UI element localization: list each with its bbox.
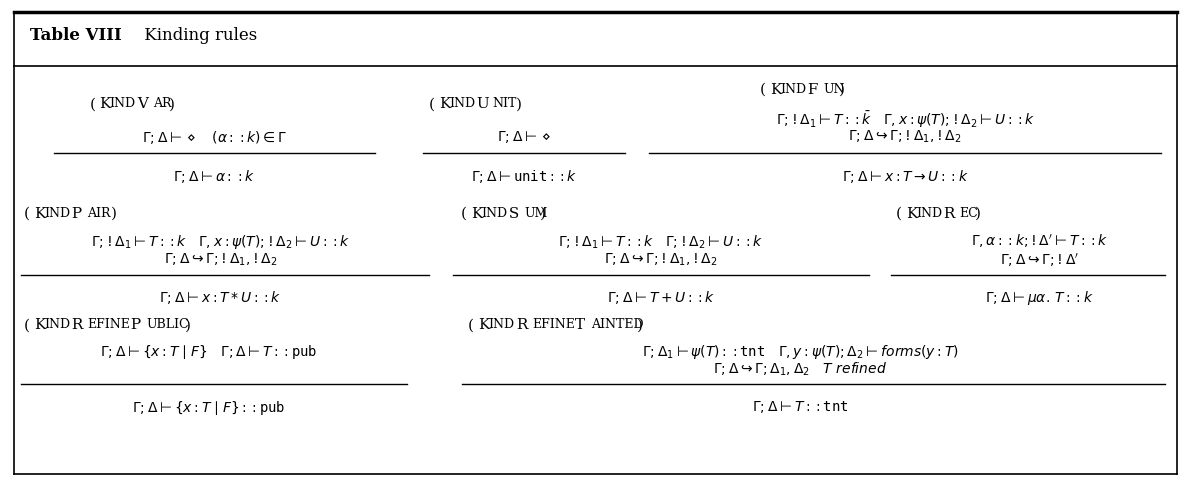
Text: IND: IND bbox=[780, 83, 806, 96]
Text: P: P bbox=[68, 207, 82, 221]
Text: T: T bbox=[570, 318, 586, 332]
Text: IND: IND bbox=[44, 318, 70, 331]
Text: AR: AR bbox=[152, 97, 172, 110]
Text: ): ) bbox=[516, 97, 522, 111]
Text: EFINE: EFINE bbox=[88, 318, 130, 331]
Text: $\Gamma;\Delta \vdash T + U :: k$: $\Gamma;\Delta \vdash T + U :: k$ bbox=[606, 289, 716, 306]
Text: K: K bbox=[33, 207, 45, 221]
Text: NIT: NIT bbox=[493, 97, 517, 110]
Text: $\Gamma;!\Delta_1 \vdash T :: k \quad \Gamma;!\Delta_2 \vdash U :: k$: $\Gamma;!\Delta_1 \vdash T :: k \quad \G… bbox=[559, 233, 763, 251]
Text: $\Gamma;\Delta \vdash \diamond$: $\Gamma;\Delta \vdash \diamond$ bbox=[497, 129, 551, 145]
Text: Table VIII: Table VIII bbox=[30, 27, 121, 44]
Text: $\Gamma, \alpha :: k;!\Delta' \vdash T :: k$: $\Gamma, \alpha :: k;!\Delta' \vdash T :… bbox=[971, 233, 1109, 250]
Text: $\Gamma;\Delta \vdash \mathtt{unit} :: k$: $\Gamma;\Delta \vdash \mathtt{unit} :: k… bbox=[470, 168, 578, 185]
Text: K: K bbox=[472, 207, 482, 221]
Text: $\Gamma;\Delta \vdash x : T * U :: k$: $\Gamma;\Delta \vdash x : T * U :: k$ bbox=[160, 289, 281, 306]
Text: $\Gamma;\Delta \hookrightarrow \Gamma;\Delta_1, \Delta_2 \quad T\ \mathit{refine: $\Gamma;\Delta \hookrightarrow \Gamma;\D… bbox=[713, 361, 887, 378]
Text: UN: UN bbox=[823, 83, 846, 96]
Text: $\Gamma;\Delta \vdash T :: \mathtt{tnt}$: $\Gamma;\Delta \vdash T :: \mathtt{tnt}$ bbox=[753, 399, 848, 415]
Text: ): ) bbox=[169, 97, 175, 111]
Text: IND: IND bbox=[481, 207, 507, 220]
Text: (: ( bbox=[429, 97, 435, 111]
Text: V: V bbox=[133, 97, 149, 111]
Text: R: R bbox=[939, 207, 955, 221]
Text: (: ( bbox=[760, 83, 766, 97]
Text: K: K bbox=[769, 83, 781, 97]
Text: U: U bbox=[472, 97, 490, 111]
Text: $\Gamma;!\Delta_1 \vdash T :: k \quad \Gamma, x : \psi(T);!\Delta_2 \vdash U :: : $\Gamma;!\Delta_1 \vdash T :: k \quad \G… bbox=[91, 233, 350, 251]
Text: IND: IND bbox=[449, 97, 475, 110]
Text: R: R bbox=[512, 318, 528, 332]
Text: AINTED: AINTED bbox=[591, 318, 643, 331]
Text: R: R bbox=[68, 318, 83, 332]
Text: $\Gamma;\Delta \vdash \alpha :: k$: $\Gamma;\Delta \vdash \alpha :: k$ bbox=[174, 168, 255, 185]
Text: $\Gamma;\Delta \hookrightarrow \Gamma;!\Delta'$: $\Gamma;\Delta \hookrightarrow \Gamma;!\… bbox=[1000, 252, 1079, 269]
Text: IND: IND bbox=[44, 207, 70, 220]
Text: $\Gamma;\Delta \vdash \diamond \quad (\alpha :: k) \in \Gamma$: $\Gamma;\Delta \vdash \diamond \quad (\a… bbox=[142, 129, 287, 146]
Text: $\Gamma;\Delta_1 \vdash \psi(T) :: \mathtt{tnt} \quad \Gamma, y : \psi(T);\Delta: $\Gamma;\Delta_1 \vdash \psi(T) :: \math… bbox=[642, 343, 959, 361]
Text: (: ( bbox=[24, 318, 30, 332]
Text: ): ) bbox=[186, 318, 192, 332]
Text: $\Gamma;!\Delta_1 \vdash T :: \bar{k} \quad \Gamma, x : \psi(T);!\Delta_2 \vdash: $\Gamma;!\Delta_1 \vdash T :: \bar{k} \q… bbox=[775, 109, 1035, 130]
Text: $\Gamma;\Delta \vdash \{x : T \mid F\} :: \mathtt{pub}$: $\Gamma;\Delta \vdash \{x : T \mid F\} :… bbox=[132, 399, 285, 417]
Text: $\Gamma;\Delta \hookrightarrow \Gamma;!\Delta_1,!\Delta_2$: $\Gamma;\Delta \hookrightarrow \Gamma;!\… bbox=[604, 252, 718, 268]
Text: Kinding rules: Kinding rules bbox=[139, 27, 257, 44]
Text: IND: IND bbox=[110, 97, 136, 110]
Text: $\Gamma;\Delta \hookrightarrow \Gamma;!\Delta_1,!\Delta_2$: $\Gamma;\Delta \hookrightarrow \Gamma;!\… bbox=[848, 129, 962, 145]
Text: ): ) bbox=[541, 207, 547, 221]
Text: $\Gamma;\Delta \hookrightarrow \Gamma;!\Delta_1,!\Delta_2$: $\Gamma;\Delta \hookrightarrow \Gamma;!\… bbox=[163, 252, 278, 268]
Text: (: ( bbox=[461, 207, 467, 221]
Text: $\Gamma;\Delta \vdash \mu\alpha.\, T :: k$: $\Gamma;\Delta \vdash \mu\alpha.\, T :: … bbox=[985, 289, 1095, 307]
Text: (: ( bbox=[89, 97, 95, 111]
Text: IND: IND bbox=[916, 207, 942, 220]
Text: ): ) bbox=[838, 83, 846, 97]
Text: F: F bbox=[803, 83, 818, 97]
Text: ): ) bbox=[111, 207, 117, 221]
Text: ): ) bbox=[974, 207, 981, 221]
Text: UM: UM bbox=[525, 207, 548, 220]
Text: K: K bbox=[99, 97, 111, 111]
Text: IND: IND bbox=[488, 318, 515, 331]
Text: K: K bbox=[33, 318, 45, 332]
Text: P: P bbox=[126, 318, 142, 332]
Text: EC: EC bbox=[959, 207, 978, 220]
Text: AIR: AIR bbox=[88, 207, 111, 220]
Text: EFINE: EFINE bbox=[531, 318, 574, 331]
Text: K: K bbox=[479, 318, 490, 332]
Text: $\Gamma;\Delta \vdash \{x : T \mid F\} \quad \Gamma;\Delta \vdash T :: \mathtt{p: $\Gamma;\Delta \vdash \{x : T \mid F\} \… bbox=[100, 343, 317, 361]
Text: K: K bbox=[438, 97, 450, 111]
Text: S: S bbox=[505, 207, 519, 221]
Text: UBLIC: UBLIC bbox=[146, 318, 189, 331]
Text: (: ( bbox=[896, 207, 902, 221]
Text: $\Gamma;\Delta \vdash x : T \rightarrow U :: k$: $\Gamma;\Delta \vdash x : T \rightarrow … bbox=[842, 168, 968, 185]
Text: (: ( bbox=[24, 207, 30, 221]
Text: ): ) bbox=[637, 318, 643, 332]
Text: K: K bbox=[905, 207, 917, 221]
Text: (: ( bbox=[468, 318, 474, 332]
